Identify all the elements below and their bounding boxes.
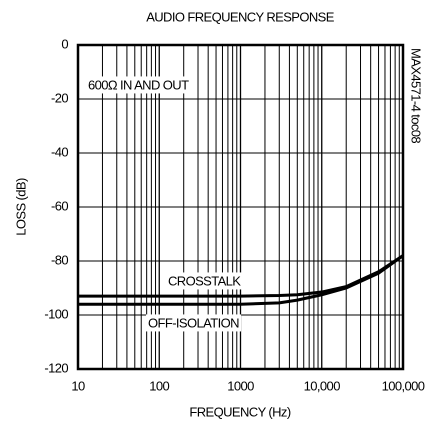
annotation: OFF-ISOLATION <box>148 315 239 330</box>
y-tick-label: -40 <box>51 144 68 159</box>
annotation-bg <box>166 272 244 290</box>
line <box>78 254 404 306</box>
annotation: MAX4571-4 toc08 <box>409 48 424 143</box>
annotation-bg <box>146 314 242 332</box>
plot-frame <box>76 43 405 371</box>
x-tick-label: 100 <box>149 378 169 393</box>
y-tick-label: -80 <box>51 252 68 267</box>
y-tick-label: -120 <box>44 360 68 375</box>
x-tick-label: 10,000 <box>304 378 341 393</box>
chart-title: AUDIO FREQUENCY RESPONSE <box>146 9 335 24</box>
x-tick-label: 100,000 <box>382 378 425 393</box>
x-axis-label: FREQUENCY (Hz) <box>189 404 290 419</box>
y-axis-label: LOSS (dB) <box>13 178 28 236</box>
y-tick-label: 0 <box>61 36 68 51</box>
x-tick-label: 10 <box>71 378 85 393</box>
y-tick-label: -60 <box>51 198 68 213</box>
annotation: 600Ω IN AND OUT <box>88 77 189 92</box>
annotation: CROSSTALK <box>168 273 241 288</box>
annotation-bg <box>86 76 192 94</box>
x-tick-label: 1000 <box>227 378 254 393</box>
y-tick-label: -20 <box>51 90 68 105</box>
y-tick-label: -100 <box>44 306 68 321</box>
